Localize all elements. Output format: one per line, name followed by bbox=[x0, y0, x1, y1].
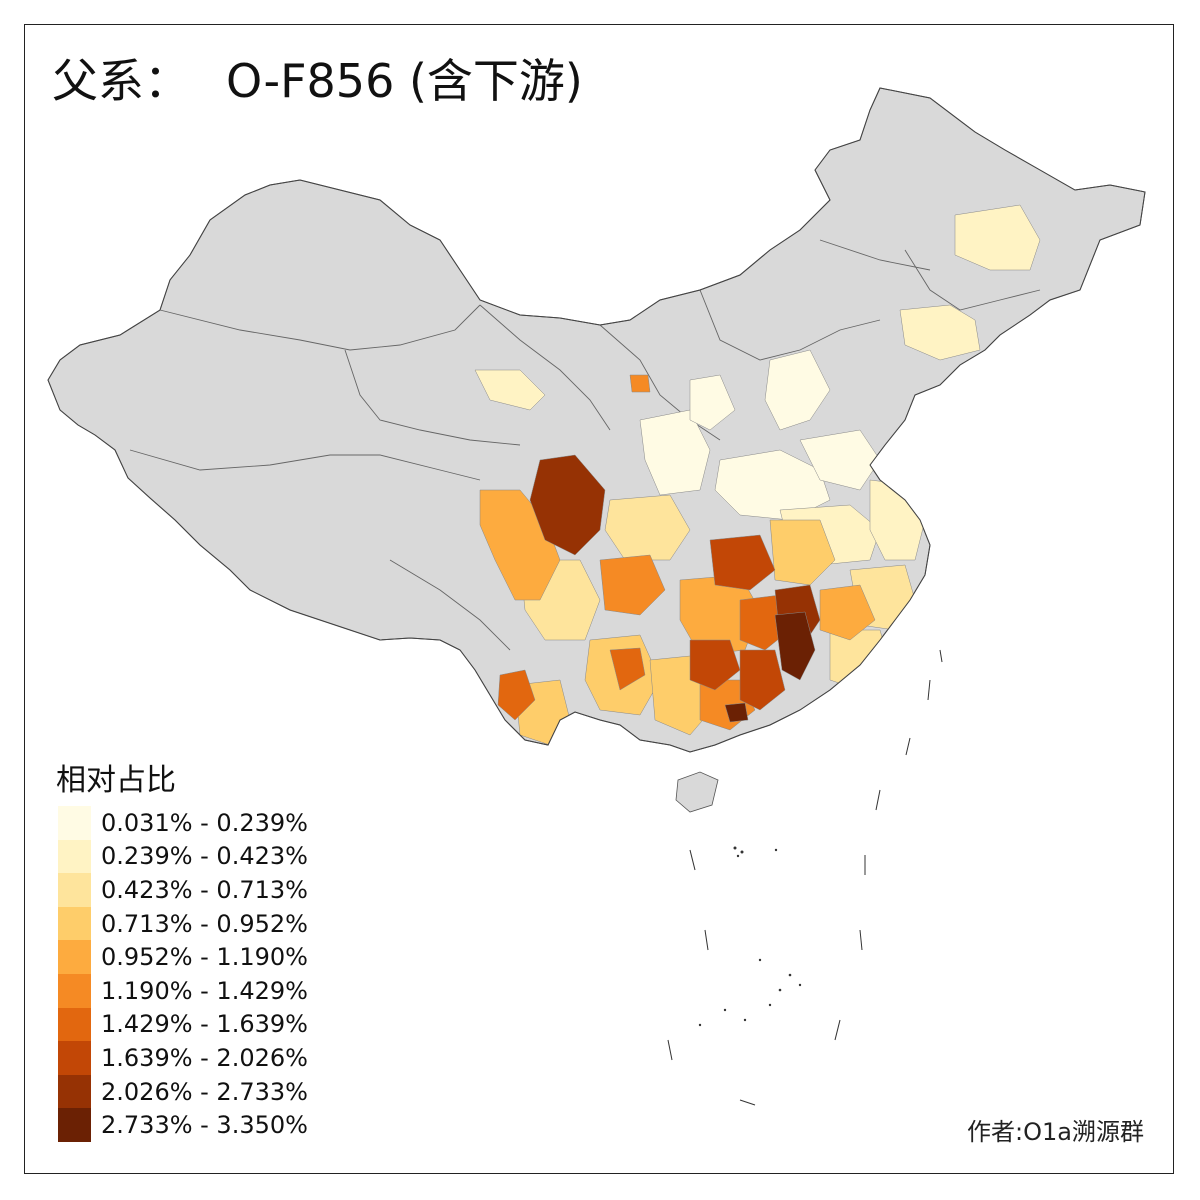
boundary-inner-mongolia bbox=[699, 289, 881, 361]
boundary-jilin bbox=[904, 249, 1041, 311]
boundary-tibet-north bbox=[129, 449, 481, 481]
nine-dash-10 bbox=[927, 679, 931, 701]
boundary-ningxia bbox=[599, 324, 721, 441]
nine-dash-9 bbox=[905, 737, 911, 756]
region-ningxia-spot bbox=[629, 374, 651, 393]
island-dot bbox=[788, 973, 792, 977]
island-dot bbox=[733, 846, 737, 850]
island-dot bbox=[774, 848, 778, 852]
map-title: 父系： O-F856 (含下游) bbox=[52, 58, 583, 104]
legend-title: 相对占比 bbox=[56, 763, 176, 798]
legend-swatch bbox=[58, 1007, 91, 1042]
legend-row: 2.733% - 3.350% bbox=[58, 1108, 308, 1142]
region-chongqing bbox=[599, 554, 666, 616]
legend-label: 1.639% - 2.026% bbox=[101, 1043, 308, 1072]
legend-swatch bbox=[58, 973, 91, 1008]
island-dot bbox=[768, 1003, 772, 1007]
legend-row: 1.639% - 2.026% bbox=[58, 1041, 308, 1075]
nine-dash-3 bbox=[667, 1039, 673, 1061]
boundary-tibet-sichuan bbox=[389, 559, 511, 651]
region-liaoning bbox=[899, 304, 981, 361]
nine-dash-6 bbox=[859, 929, 863, 951]
legend-label: 0.031% - 0.239% bbox=[101, 808, 308, 837]
island-dot bbox=[740, 850, 744, 854]
legend-row: 1.429% - 1.639% bbox=[58, 1007, 308, 1042]
legend-label: 0.713% - 0.952% bbox=[101, 909, 308, 938]
nine-dash-5 bbox=[834, 1019, 841, 1041]
legend-label: 1.429% - 1.639% bbox=[101, 1010, 308, 1039]
boundary-gansu bbox=[479, 304, 611, 431]
prefecture-choropleth bbox=[474, 204, 1041, 746]
island-dot bbox=[723, 1008, 727, 1012]
legend-label: 0.952% - 1.190% bbox=[101, 943, 308, 972]
boundary-qinghai bbox=[344, 349, 521, 446]
author-credit: 作者:O1a溯源群 bbox=[967, 1118, 1144, 1146]
region-guizhou-west bbox=[609, 647, 646, 691]
legend-swatch bbox=[58, 906, 91, 941]
legend-row: 0.239% - 0.423% bbox=[58, 839, 308, 874]
nine-dash-11 bbox=[939, 649, 943, 663]
nine-dash-2 bbox=[704, 929, 709, 951]
boundary-xinjiang-south bbox=[159, 304, 481, 351]
island-dot bbox=[736, 854, 740, 858]
nine-dash-4 bbox=[739, 1099, 756, 1106]
nine-dash-1 bbox=[689, 849, 696, 871]
region-guangdong-north bbox=[739, 649, 786, 711]
island-dot bbox=[778, 988, 782, 992]
region-shanxi-north bbox=[689, 374, 736, 431]
nine-dash-8 bbox=[875, 789, 881, 811]
region-taiwan bbox=[884, 659, 921, 736]
legend-swatch bbox=[58, 806, 91, 840]
legend-swatch bbox=[58, 1074, 91, 1109]
island-dot bbox=[758, 958, 762, 962]
island-dot bbox=[743, 1018, 747, 1022]
legend-swatch bbox=[58, 1041, 91, 1075]
legend-label: 0.423% - 0.713% bbox=[101, 875, 308, 904]
region-jiangxi-west bbox=[774, 611, 816, 681]
legend-swatch bbox=[58, 940, 91, 974]
region-hebei-north bbox=[764, 349, 831, 431]
province-boundaries bbox=[129, 239, 1041, 651]
south-sea-islands bbox=[667, 649, 943, 1106]
map-frame bbox=[24, 24, 1174, 1174]
region-shandong-west bbox=[799, 429, 881, 491]
legend-row: 0.031% - 0.239% bbox=[58, 806, 308, 840]
region-sichuan-east bbox=[604, 494, 691, 561]
island-dot bbox=[798, 983, 802, 987]
region-qinghai-east bbox=[474, 369, 546, 411]
title-haplogroup: O-F856 (含下游) bbox=[226, 54, 583, 108]
legend-label: 1.190% - 1.429% bbox=[101, 976, 308, 1005]
island-dots bbox=[698, 846, 802, 1027]
legend-label: 2.733% - 3.350% bbox=[101, 1111, 308, 1140]
legend-row: 0.713% - 0.952% bbox=[58, 906, 308, 941]
legend-row: 0.423% - 0.713% bbox=[58, 873, 308, 907]
legend-row: 1.190% - 1.429% bbox=[58, 973, 308, 1008]
title-prefix: 父系： bbox=[52, 54, 190, 108]
island-dot bbox=[698, 1023, 702, 1027]
region-hubei bbox=[709, 534, 776, 591]
hainan-island bbox=[675, 771, 719, 813]
legend-label: 0.239% - 0.423% bbox=[101, 842, 308, 871]
legend-row: 2.026% - 2.733% bbox=[58, 1074, 308, 1109]
region-guangdong-spot bbox=[724, 702, 749, 723]
legend-swatch bbox=[58, 1108, 91, 1142]
region-hunan-south bbox=[689, 639, 741, 691]
legend-swatch bbox=[58, 839, 91, 874]
region-aba-ganzi bbox=[529, 454, 606, 556]
region-jiangxi-south bbox=[819, 584, 876, 641]
legend: 0.031% - 0.239% 0.239% - 0.423% 0.423% -… bbox=[58, 806, 308, 1142]
legend-swatch bbox=[58, 873, 91, 907]
legend-row: 0.952% - 1.190% bbox=[58, 940, 308, 974]
region-jilin-central bbox=[954, 204, 1041, 271]
boundary-heilongjiang bbox=[819, 239, 931, 271]
legend-label: 2.026% - 2.733% bbox=[101, 1077, 308, 1106]
region-dehong bbox=[497, 669, 536, 721]
